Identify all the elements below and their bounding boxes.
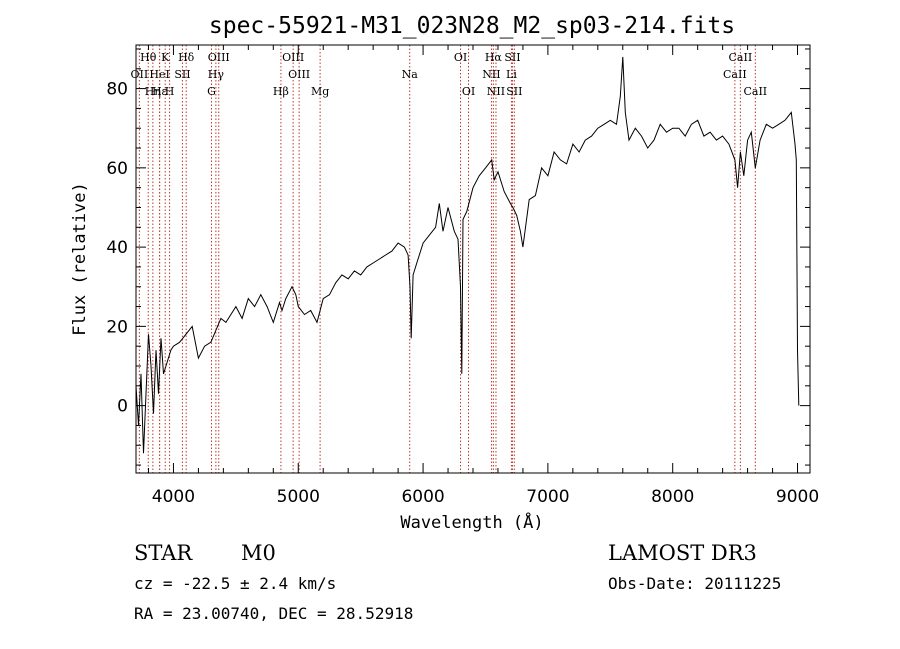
spectral-line-label: Mg: [311, 85, 329, 98]
spectral-line-label: Na: [402, 68, 419, 81]
object-class: STAR: [134, 541, 193, 565]
plot-frame: [135, 44, 811, 474]
spectral-line-label: Hα: [485, 51, 503, 64]
x-tick-label: 9000: [776, 487, 819, 507]
x-tick-label: 5000: [277, 487, 320, 507]
spectral-line-markers: [138, 45, 756, 473]
x-tick-label: 6000: [401, 487, 444, 507]
spectral-line-label: OIII: [282, 51, 304, 64]
spectral-line-label: Hε: [152, 85, 168, 98]
spectral-line-label: CaII: [743, 85, 767, 98]
spectral-line-label: OII: [131, 68, 149, 81]
object-subclass: M0: [241, 541, 276, 565]
x-axis-label: Wavelength (Å): [400, 511, 543, 533]
spectral-line-label: OIII: [288, 68, 310, 81]
spectral-line-label: NII: [487, 85, 505, 98]
y-axis-ticks: 0 20 40 60 80: [106, 48, 810, 466]
x-tick-label: 4000: [152, 487, 195, 507]
x-axis-ticks: 4000 5000 6000 7000 8000 9000: [147, 45, 819, 507]
spectral-line-label: HeI: [149, 68, 169, 81]
chart-title: spec-55921-M31_023N28_M2_sp03-214.fits: [209, 13, 735, 39]
y-tick-label: 20: [106, 317, 128, 337]
spectral-line-label: OI: [454, 51, 467, 64]
spectral-line-label: Hη: [145, 85, 161, 98]
spectral-line-label: Li: [506, 68, 517, 81]
spectral-line-label: SII: [504, 51, 520, 64]
spectral-line-label: CaII: [729, 51, 753, 64]
survey-name: LAMOST DR3: [608, 541, 757, 565]
spectral-line-label: Hβ: [273, 85, 289, 98]
spectral-line-label: CaII: [723, 68, 747, 81]
spectral-line-label: OIII: [208, 51, 230, 64]
spectrum-series-line: [135, 56, 800, 454]
spectral-line-label: Hθ: [140, 51, 157, 64]
observation-date: Obs-Date: 20111225: [608, 574, 781, 593]
y-tick-label: 80: [106, 80, 128, 100]
x-tick-label: 8000: [651, 487, 694, 507]
spectral-line-label: OI: [462, 85, 475, 98]
spectral-line-label: Hδ: [178, 51, 195, 64]
redshift-value: cz = -22.5 ± 2.4 km/s: [134, 574, 336, 593]
spectral-line-label: K: [161, 51, 170, 64]
y-tick-label: 60: [106, 159, 128, 179]
spectral-line-label: H: [165, 85, 175, 98]
spectral-line-label: G: [207, 85, 216, 98]
coordinates: RA = 23.00740, DEC = 28.52918: [134, 604, 413, 623]
spectral-line-label: SII: [174, 68, 190, 81]
spectral-line-label: Hγ: [208, 68, 225, 81]
y-tick-label: 40: [106, 238, 128, 258]
spectral-line-label: NII: [482, 68, 500, 81]
y-axis-label: Flux (relative): [70, 182, 90, 336]
x-tick-label: 7000: [526, 487, 569, 507]
y-tick-label: 0: [117, 397, 128, 417]
spectral-line-label: SII: [506, 85, 522, 98]
